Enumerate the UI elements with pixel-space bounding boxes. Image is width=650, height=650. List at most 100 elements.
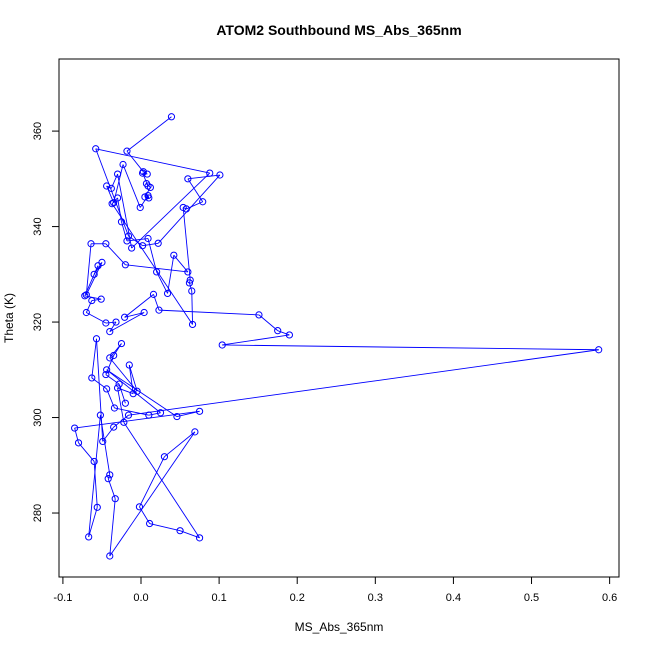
data-point xyxy=(81,292,89,300)
data-point xyxy=(184,268,192,276)
series-line-segment xyxy=(99,415,111,475)
data-point xyxy=(113,194,122,202)
data-point xyxy=(218,341,226,349)
data-point xyxy=(102,240,110,248)
series-line-segment xyxy=(88,507,98,538)
data-point xyxy=(128,244,136,252)
data-point xyxy=(108,200,116,208)
series-line-segment xyxy=(114,407,149,416)
series-line-segment xyxy=(222,344,599,351)
data-point xyxy=(195,407,204,415)
series-line-segment xyxy=(277,330,290,336)
series-line-segment xyxy=(258,314,278,331)
data-point xyxy=(145,519,154,528)
series-line-segment xyxy=(95,148,210,174)
data-point xyxy=(160,453,169,461)
series-line-segment xyxy=(106,369,178,417)
series-line-segment xyxy=(187,178,204,202)
data-point xyxy=(155,306,163,314)
series-line-segment xyxy=(93,461,98,508)
data-point xyxy=(145,411,153,419)
series-line-segment xyxy=(146,183,151,188)
x-tick-label: 0.6 xyxy=(602,592,617,604)
data-point xyxy=(110,423,118,431)
series-line-segment xyxy=(149,523,181,532)
data-point xyxy=(255,311,263,319)
x-tick-label: 0.1 xyxy=(211,592,226,604)
data-point xyxy=(125,361,133,369)
data-point xyxy=(149,290,158,298)
data-point xyxy=(113,384,122,392)
data-point xyxy=(103,385,111,393)
series-line-segment xyxy=(126,116,172,152)
series-points xyxy=(71,113,603,560)
series-line-segment xyxy=(128,349,599,416)
series-line-segment xyxy=(187,174,220,180)
data-point xyxy=(103,366,111,374)
series-line-segment xyxy=(105,321,117,324)
series-line-segment xyxy=(111,197,118,204)
series-line-segment xyxy=(117,387,125,423)
data-point xyxy=(106,354,114,362)
data-point xyxy=(140,308,148,317)
series-line-segment xyxy=(189,282,193,292)
data-point xyxy=(74,439,83,447)
y-tick-label: 360 xyxy=(32,122,44,140)
series-line-segment xyxy=(109,357,138,392)
series-line-segment xyxy=(148,412,161,416)
data-point xyxy=(94,262,102,270)
series-lines xyxy=(74,116,599,557)
data-point xyxy=(138,242,147,250)
x-tick-label: 0.5 xyxy=(524,592,539,604)
series-line-segment xyxy=(91,338,97,378)
series-line-segment xyxy=(109,321,117,332)
data-point xyxy=(188,287,196,295)
data-point xyxy=(124,232,133,240)
data-point xyxy=(111,495,119,503)
data-point xyxy=(153,268,161,276)
data-point xyxy=(142,180,151,188)
x-axis-label: MS_Abs_365nm xyxy=(295,620,384,634)
data-point xyxy=(156,409,165,417)
series-line-segment xyxy=(109,431,196,557)
data-point xyxy=(167,113,176,121)
y-tick-label: 300 xyxy=(32,408,44,426)
series-line-segment xyxy=(95,148,129,237)
series-line-segment xyxy=(109,312,145,332)
data-point xyxy=(115,380,123,388)
data-point xyxy=(102,319,110,327)
data-point xyxy=(136,203,144,212)
data-point xyxy=(195,534,204,542)
data-point xyxy=(206,169,214,177)
data-point xyxy=(96,411,104,419)
series-line-segment xyxy=(222,334,290,346)
data-point xyxy=(106,552,114,560)
data-point xyxy=(120,418,128,426)
series-line-segment xyxy=(85,243,92,295)
data-point xyxy=(184,175,192,183)
y-axis: 280 300 320 340 360 xyxy=(32,122,60,522)
data-point xyxy=(71,424,79,432)
data-point xyxy=(102,370,110,379)
data-point xyxy=(179,203,187,212)
series-line-segment xyxy=(173,254,189,273)
data-point xyxy=(106,471,114,479)
data-point xyxy=(123,237,131,245)
data-point xyxy=(110,351,118,360)
data-point xyxy=(88,374,96,382)
series-line-segment xyxy=(78,442,95,462)
data-point xyxy=(143,170,151,178)
data-point xyxy=(110,404,119,412)
series-line-segment xyxy=(131,172,211,249)
x-tick-label: 0.0 xyxy=(133,592,148,604)
series-line-segment xyxy=(124,294,154,318)
data-point xyxy=(129,390,137,398)
data-point xyxy=(104,475,112,483)
data-point xyxy=(124,411,133,419)
series-line-segment xyxy=(122,164,141,208)
data-point xyxy=(173,412,181,421)
series-line-segment xyxy=(110,173,118,189)
x-tick-label: 0.3 xyxy=(368,592,383,604)
data-point xyxy=(113,170,122,178)
x-tick-label: 0.4 xyxy=(446,592,461,604)
